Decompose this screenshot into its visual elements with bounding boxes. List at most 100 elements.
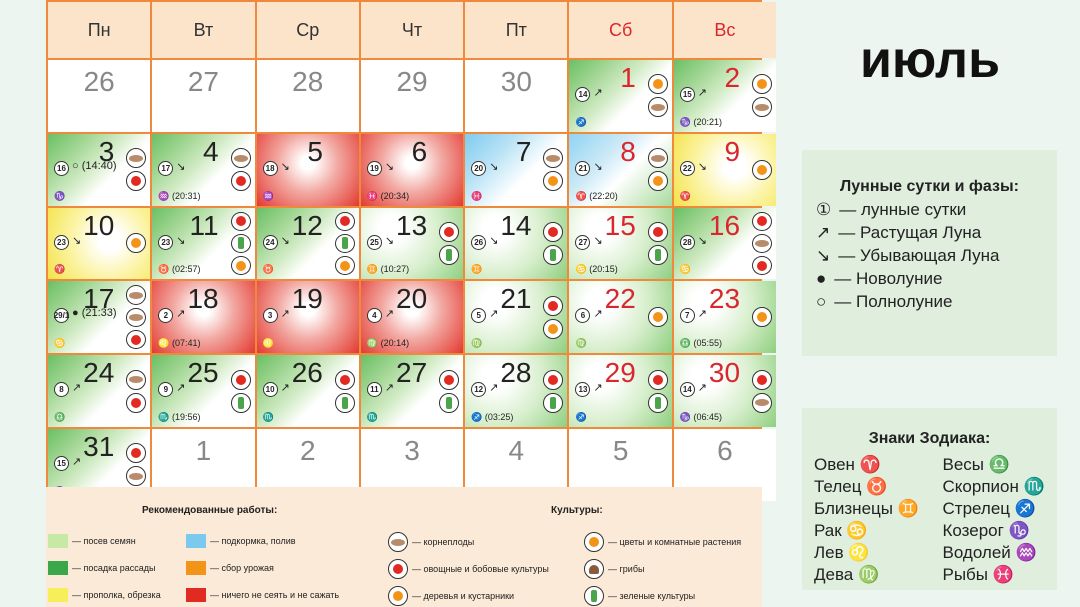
- icon-dot: [391, 538, 405, 546]
- day-number: 17: [83, 283, 115, 315]
- day-cell[interactable]: 9 22 ↘ ♈: [673, 133, 777, 206]
- work-legend-label: — прополка, обрезка: [72, 590, 161, 600]
- icon-dot: [233, 154, 248, 162]
- day-cell[interactable]: 12 24 ↘ ♉: [256, 207, 359, 280]
- day-cell[interactable]: 8 21 ↘ ♈ (22:20): [569, 133, 672, 206]
- color-swatch: [186, 534, 206, 548]
- crop-legend-item: — цветы и комнатные растения: [584, 532, 741, 552]
- moon-phase: ↘: [72, 234, 82, 247]
- tomato-icon: [647, 369, 668, 390]
- day-cell[interactable]: 24 8 ↗ ♎: [48, 355, 151, 427]
- moon-phase: ↘: [593, 234, 603, 247]
- lunar-day-badge: 27: [575, 234, 591, 250]
- flower-icon: [230, 256, 251, 276]
- day-cell[interactable]: 10 23 ↘ ♈: [48, 207, 151, 280]
- day-cell[interactable]: 3 16 ○ (14:40) ♑: [48, 133, 151, 206]
- day-cell[interactable]: 26 10 ↗ ♏: [256, 355, 359, 427]
- day-number: 29: [396, 66, 428, 97]
- day-cell[interactable]: 6 19 ↘ ♓ (20:34): [360, 133, 464, 206]
- zodiac-sign: ♒ (20:31): [158, 190, 201, 201]
- crop-legend-label: — грибы: [608, 564, 645, 574]
- day-number: 28: [500, 357, 532, 389]
- mushroom-icon: [584, 559, 604, 579]
- day-cell[interactable]: 18 2 ↗ ♌ (07:41): [152, 281, 255, 354]
- flower-icon: [334, 256, 355, 276]
- greens-icon: [230, 392, 251, 413]
- day-number: 28: [292, 66, 324, 97]
- zodiac-sign: ♑ (06:45): [679, 411, 723, 422]
- tomato-icon: [126, 392, 147, 413]
- moon-phase: ↘: [280, 234, 290, 247]
- greens-icon: [543, 244, 564, 265]
- day-number: 4: [508, 434, 525, 466]
- day-cell[interactable]: 28 12 ↗ ♐ (03:25): [465, 355, 568, 427]
- day-cell[interactable]: 30: [465, 60, 568, 132]
- day-cell[interactable]: 16 28 ↘ ♋: [673, 207, 777, 280]
- moon-phase: ↗: [384, 382, 395, 395]
- icon-dot: [339, 216, 350, 227]
- icon-dot: [755, 239, 770, 247]
- moon-phase: ↗: [697, 87, 707, 99]
- zodiac-sign: ♊: [471, 264, 483, 275]
- zodiac-sign: ♉: [262, 264, 274, 275]
- crop-legend-label: — овощные и бобовые культуры: [412, 564, 549, 574]
- icon-dot: [755, 399, 770, 407]
- day-cell[interactable]: 21 5 ↗ ♍: [465, 281, 568, 354]
- icon-dot: [652, 226, 663, 237]
- day-cell[interactable]: 4 17 ↘ ♒ (20:31): [152, 133, 255, 206]
- day-cell[interactable]: 1 14 ↗ ♐: [569, 60, 672, 132]
- day-cell[interactable]: 29: [360, 60, 464, 132]
- root-vegetable-icon: [752, 97, 773, 118]
- root-vegetable-icon: [126, 148, 147, 169]
- day-number: 3: [98, 135, 115, 167]
- day-cell[interactable]: 27: [152, 60, 255, 132]
- day-cell[interactable]: 14 26 ↘ ♊: [465, 207, 568, 280]
- day-number: 5: [307, 135, 323, 167]
- day-cell[interactable]: 25 9 ↗ ♏ (19:56): [152, 355, 255, 427]
- icon-dot: [131, 397, 142, 408]
- crop-icons: [543, 138, 564, 202]
- day-cell[interactable]: 26: [48, 60, 151, 132]
- moon-phase: ↗: [489, 382, 499, 395]
- day-number: 6: [717, 434, 733, 466]
- day-cell[interactable]: 19 3 ↗ ♌: [256, 281, 359, 354]
- day-cell[interactable]: 23 7 ↗ ♎ (05:55): [673, 281, 777, 354]
- day-cell[interactable]: 30 14 ↗ ♑ (06:45): [673, 355, 777, 427]
- lunar-day-badge: 23: [54, 234, 69, 250]
- crop-icons: [126, 212, 147, 276]
- crop-icons: [543, 285, 564, 349]
- icon-dot: [129, 376, 144, 384]
- work-legend-item: — ничего не сеять и не сажать: [186, 588, 339, 602]
- flower-icon: [543, 318, 564, 339]
- day-cell[interactable]: 11 23 ↘ ♉ (02:57): [152, 207, 255, 280]
- crop-icons: [543, 212, 564, 276]
- day-cell[interactable]: 22 6 ↗ ♍: [569, 281, 672, 354]
- zodiac-sign: ♏: [262, 411, 274, 422]
- greens-icon: [439, 392, 460, 413]
- day-cell[interactable]: 7 20 ↘ ♓: [465, 133, 568, 206]
- day-cell[interactable]: 17 29/1 ● (21:33) ♋: [48, 281, 151, 354]
- day-cell[interactable]: 20 4 ↗ ♍ (20:14): [360, 281, 464, 354]
- day-number: 9: [724, 135, 741, 167]
- day-cell[interactable]: 2 15 ↗ ♑ (20:21): [673, 60, 777, 132]
- lunar-day-badge: 6: [575, 308, 591, 324]
- zodiac-sign: ♋: [679, 264, 691, 275]
- day-cell[interactable]: 27 11 ↗ ♏: [360, 355, 464, 427]
- icon-dot: [650, 154, 665, 162]
- day-cell[interactable]: 29 13 ↗ ♐: [569, 355, 672, 427]
- day-cell[interactable]: 5 18 ↘ ♒: [256, 133, 359, 206]
- lunar-day-badge: 26: [471, 234, 487, 250]
- icon-dot: [757, 260, 768, 271]
- lunar-day-badge: 16: [54, 160, 69, 176]
- day-cell[interactable]: 28: [256, 60, 359, 132]
- icon-dot: [548, 323, 559, 334]
- lunar-day-badge: 14: [575, 87, 591, 102]
- day-cell[interactable]: 13 25 ↘ ♊ (10:27): [360, 207, 464, 280]
- day-number: 30: [708, 357, 741, 389]
- crop-icons: [439, 359, 460, 423]
- day-cell[interactable]: 15 27 ↘ ♋ (20:15): [569, 207, 672, 280]
- zodiac-item: Рыбы ♓: [942, 565, 1014, 584]
- lunar-day-badge: 10: [262, 382, 278, 398]
- icon-dot: [129, 472, 144, 480]
- crop-icons: [647, 285, 668, 349]
